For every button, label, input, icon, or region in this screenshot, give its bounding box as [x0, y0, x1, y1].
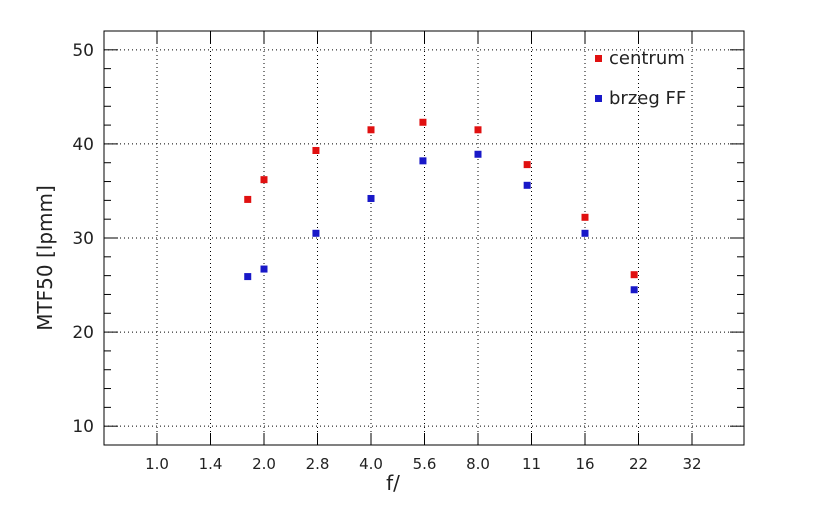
axis-ticks [104, 30, 744, 445]
data-point-centrum [260, 176, 268, 184]
data-point-centrum [244, 195, 252, 203]
x-tick-label: 16 [575, 455, 594, 473]
data-point-centrum [581, 213, 589, 221]
data-point-brzeg-ff [244, 273, 252, 281]
data-point-brzeg-ff [367, 194, 375, 202]
data-point-centrum [523, 161, 531, 169]
data-point-brzeg-ff [523, 181, 531, 189]
x-axis-title: f/ [386, 471, 400, 495]
y-tick-label: 40 [72, 135, 94, 155]
y-tick-label: 10 [72, 417, 94, 437]
data-point-centrum [367, 126, 375, 134]
y-tick-label: 20 [72, 323, 94, 343]
tick-labels: 1.0 1.4 2.0 2.8 4.0 5.6 8.0 11 16 22 32 10 20 30 40 50 [72, 41, 701, 473]
x-tick-label: 8.0 [466, 455, 490, 473]
data-point-brzeg-ff [260, 265, 268, 273]
x-tick-label: 2.0 [252, 455, 276, 473]
x-tick-label: 5.6 [413, 455, 437, 473]
y-axis-title: MTF50 [lpmm] [33, 185, 57, 331]
legend-label: brzeg FF [609, 88, 686, 109]
legend-marker [595, 95, 602, 102]
data-point-centrum [419, 118, 427, 126]
y-tick-label: 50 [72, 41, 94, 61]
data-point-brzeg-ff [419, 157, 427, 165]
data-point-centrum [630, 271, 638, 279]
legend-marker [595, 55, 602, 62]
x-tick-label: 11 [522, 455, 541, 473]
x-tick-label: 22 [629, 455, 648, 473]
y-tick-label: 30 [72, 229, 94, 249]
x-tick-label: 2.8 [306, 455, 330, 473]
data-points [244, 118, 638, 294]
data-point-brzeg-ff [312, 229, 320, 237]
grid [104, 31, 744, 445]
data-point-centrum [474, 126, 482, 134]
data-point-brzeg-ff [474, 150, 482, 158]
data-point-brzeg-ff [630, 286, 638, 294]
x-tick-label: 1.0 [145, 455, 169, 473]
x-tick-label: 1.4 [199, 455, 223, 473]
legend-label: centrum [609, 48, 685, 69]
data-point-brzeg-ff [581, 229, 589, 237]
data-point-centrum [312, 146, 320, 154]
x-tick-label: 4.0 [359, 455, 383, 473]
legend: centrum brzeg FF [595, 48, 686, 109]
x-tick-label: 32 [682, 455, 701, 473]
